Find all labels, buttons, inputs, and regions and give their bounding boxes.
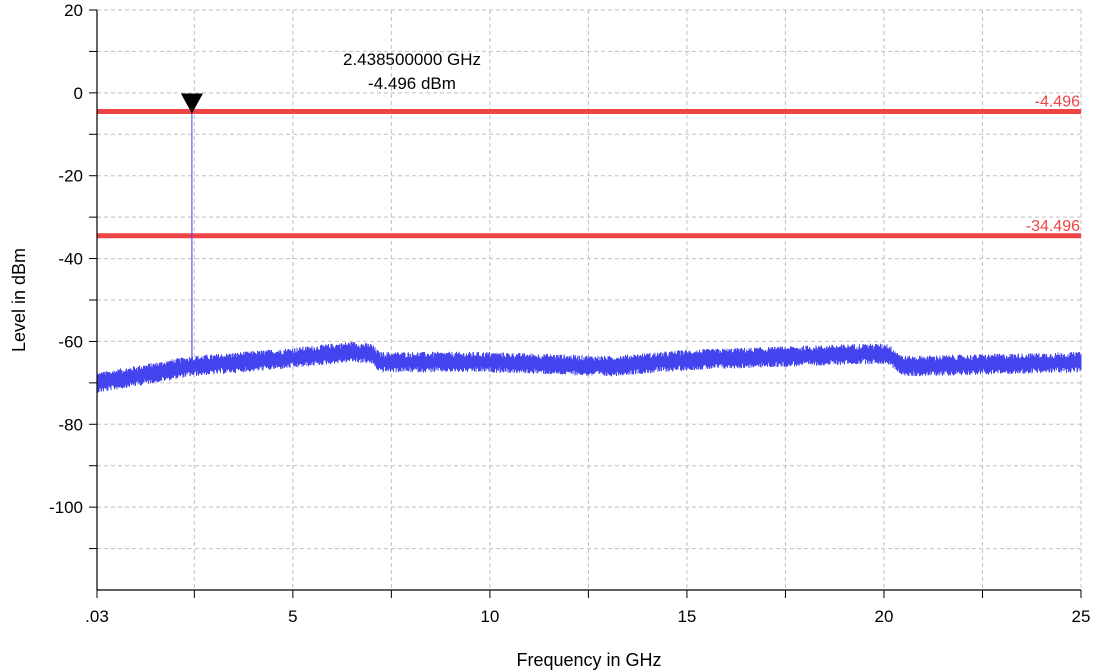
marker-level-label: -4.496 dBm [368, 74, 456, 93]
y-tick-label: -80 [58, 415, 83, 434]
y-tick-label: -100 [49, 498, 83, 517]
x-tick-label: 5 [288, 607, 297, 626]
reference-line-label: -34.496 [1026, 218, 1080, 235]
y-tick-label: -20 [58, 167, 83, 186]
reference-lines: -4.496 -34.496 [97, 93, 1081, 239]
axes [89, 9, 1082, 598]
y-tick-label: -40 [58, 250, 83, 269]
x-tick-label: 20 [875, 607, 894, 626]
marker-triangle-icon [180, 93, 203, 114]
y-tick-label: 0 [74, 84, 83, 103]
x-axis-label: Frequency in GHz [516, 650, 661, 670]
x-tick-label: 15 [677, 607, 696, 626]
tick-labels: .03 5 10 15 20 25 20 0 -20 -40 -60 -80 -100 [49, 1, 1090, 626]
marker-frequency-label: 2.438500000 GHz [343, 50, 481, 69]
y-axis-label: Level in dBm [9, 248, 29, 352]
y-tick-label: -60 [58, 332, 83, 351]
x-tick-label: 10 [480, 607, 499, 626]
x-tick-label: 25 [1072, 607, 1091, 626]
grid-lines [97, 9, 1082, 590]
reference-line-label: -4.496 [1035, 93, 1080, 110]
spectrum-trace [96, 111, 1082, 394]
x-tick-label: .03 [85, 607, 109, 626]
y-tick-label: 20 [64, 1, 83, 20]
